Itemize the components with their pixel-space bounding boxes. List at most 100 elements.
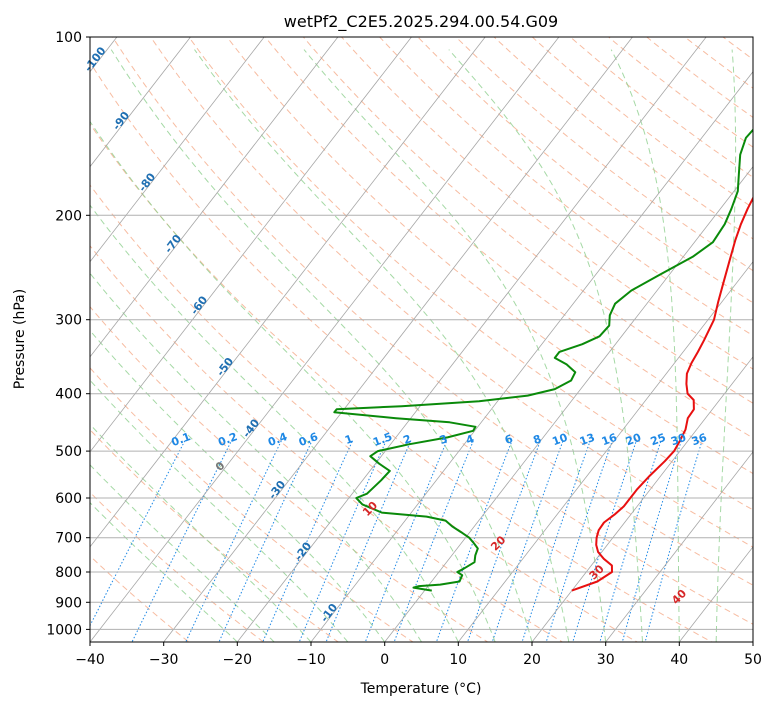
mixing-ratio-label: 30 bbox=[669, 431, 688, 449]
isotherm-line bbox=[384, 166, 753, 642]
mixing-ratio-label: 2 bbox=[401, 432, 413, 447]
mixing-ratio-line bbox=[491, 440, 564, 642]
dry-adiabat-label: -90 bbox=[110, 109, 133, 133]
x-tick-label: −20 bbox=[223, 652, 253, 668]
moist-adiabat-line bbox=[90, 329, 386, 642]
y-tick-label: 800 bbox=[55, 565, 82, 581]
y-axis: 100 200 300 400 500 600 700 800 900 1000 bbox=[46, 30, 90, 638]
mixing-ratio-line bbox=[599, 440, 662, 642]
mixing-ratio-label: 13 bbox=[578, 431, 597, 448]
x-tick-label: −10 bbox=[296, 652, 326, 668]
x-tick-label: 0 bbox=[380, 652, 389, 668]
moist-adiabat-line bbox=[90, 501, 238, 642]
isotherm-line bbox=[310, 71, 753, 642]
moist-adiabat-line bbox=[715, 49, 737, 642]
mixing-ratio-label: 0.2 bbox=[216, 430, 239, 449]
mixing-ratio-label: 10 bbox=[550, 431, 569, 449]
mixing-ratio-line bbox=[90, 440, 186, 627]
mixing-ratio-label: 0.6 bbox=[297, 430, 320, 449]
isotherm-line bbox=[752, 641, 753, 642]
dry-adiabat-line bbox=[90, 244, 564, 642]
y-tick-label: 400 bbox=[55, 387, 82, 403]
y-tick-label: 900 bbox=[55, 595, 82, 611]
dry-adiabat-line bbox=[569, 37, 753, 178]
dry-adiabat-line bbox=[188, 37, 753, 511]
x-tick-label: −40 bbox=[75, 652, 105, 668]
mixing-ratio-label: 8 bbox=[531, 432, 543, 447]
x-tick-label: 50 bbox=[744, 652, 762, 668]
y-axis-label: Pressure (hPa) bbox=[12, 289, 28, 389]
isotherm-line bbox=[678, 546, 753, 642]
moist-adiabat-line bbox=[90, 464, 275, 642]
mixing-ratio-label: 20 bbox=[624, 431, 643, 449]
mixing-ratio-label: 1.5 bbox=[371, 430, 394, 449]
y-tick-label: 600 bbox=[55, 491, 82, 507]
isotherm-line bbox=[605, 451, 753, 642]
isotherm-line bbox=[90, 37, 560, 642]
y-tick-label: 200 bbox=[55, 208, 82, 224]
moist-adiabat-line bbox=[90, 379, 349, 642]
x-tick-label: −30 bbox=[149, 652, 179, 668]
mixing-ratio-label: 25 bbox=[649, 431, 668, 448]
dry-adiabat-label: -70 bbox=[162, 232, 185, 256]
y-tick-label: 500 bbox=[55, 444, 82, 460]
isotherm-line bbox=[90, 37, 339, 358]
dry-adiabat-label: -40 bbox=[240, 416, 263, 440]
dry-adiabat-line bbox=[90, 367, 414, 642]
moist-adiabat-line bbox=[610, 49, 680, 642]
moist-adiabat-label: 30 bbox=[587, 562, 607, 582]
x-tick-label: 10 bbox=[449, 652, 467, 668]
mixing-ratio-line bbox=[218, 440, 313, 642]
dry-adiabat-label: -60 bbox=[188, 293, 211, 317]
mixing-ratio-label: 6 bbox=[503, 432, 515, 447]
moist-adiabat-label: 20 bbox=[488, 533, 508, 553]
dry-adiabat-line bbox=[531, 37, 753, 209]
isotherm-line bbox=[163, 37, 633, 642]
mixing-ratio-line bbox=[131, 440, 233, 642]
moist-adiabat-line bbox=[90, 204, 459, 642]
sounding-series bbox=[333, 128, 753, 592]
moist-adiabat-label: 10 bbox=[360, 499, 380, 519]
dry-adiabat-line bbox=[264, 37, 753, 439]
dry-adiabat-line bbox=[764, 11, 775, 654]
moist-adiabat-line bbox=[752, 630, 753, 642]
temperature-line bbox=[571, 195, 753, 592]
dry-adiabat-line bbox=[727, 11, 775, 654]
x-tick-label: 40 bbox=[670, 652, 688, 668]
isotherm-line bbox=[90, 37, 265, 263]
chart-title: wetPf2_C2E5.2025.294.00.54.G09 bbox=[284, 12, 558, 32]
pressure-gridlines bbox=[90, 37, 753, 630]
moist-adiabat-line bbox=[110, 49, 533, 642]
x-axis-label: Temperature (°C) bbox=[360, 681, 482, 697]
dry-adiabat-line bbox=[378, 37, 753, 337]
x-tick-label: 30 bbox=[597, 652, 615, 668]
background-lines bbox=[90, 11, 775, 654]
dry-adiabat-line bbox=[90, 184, 639, 642]
y-tick-label: 100 bbox=[55, 30, 82, 46]
moist-adiabat-line bbox=[90, 423, 312, 642]
dry-adiabat-line bbox=[112, 37, 753, 586]
dry-adiabat-label: -20 bbox=[292, 539, 315, 563]
mixing-ratio-label: 16 bbox=[600, 431, 619, 449]
dewpoint-line bbox=[333, 128, 753, 592]
mixing-ratio-label: 4 bbox=[464, 432, 476, 447]
mixing-ratio-label: 0.4 bbox=[266, 430, 289, 449]
mixing-ratio-line bbox=[185, 440, 282, 642]
dry-adiabat-line bbox=[302, 37, 753, 404]
mixing-ratio-label: 3 bbox=[438, 432, 450, 447]
isotherm-line bbox=[90, 37, 191, 168]
dry-adiabat-label: -10 bbox=[318, 601, 341, 625]
x-axis: −40 −30 −20 −10 0 10 20 30 40 50 bbox=[75, 642, 762, 668]
isotherm-line bbox=[457, 261, 753, 642]
mixing-ratio-line bbox=[621, 440, 682, 642]
mixing-ratio-label: 0.1 bbox=[170, 430, 193, 449]
moist-adiabat-line bbox=[90, 120, 496, 642]
dry-adiabat-line bbox=[493, 37, 753, 240]
dry-adiabat-line bbox=[90, 555, 190, 642]
x-tick-label: 20 bbox=[523, 652, 541, 668]
dry-adiabat-line bbox=[90, 123, 713, 642]
y-tick-label: 300 bbox=[55, 313, 82, 329]
dry-adiabat-line bbox=[340, 37, 753, 370]
y-tick-label: 700 bbox=[55, 531, 82, 547]
dry-adiabat-line bbox=[90, 61, 753, 625]
